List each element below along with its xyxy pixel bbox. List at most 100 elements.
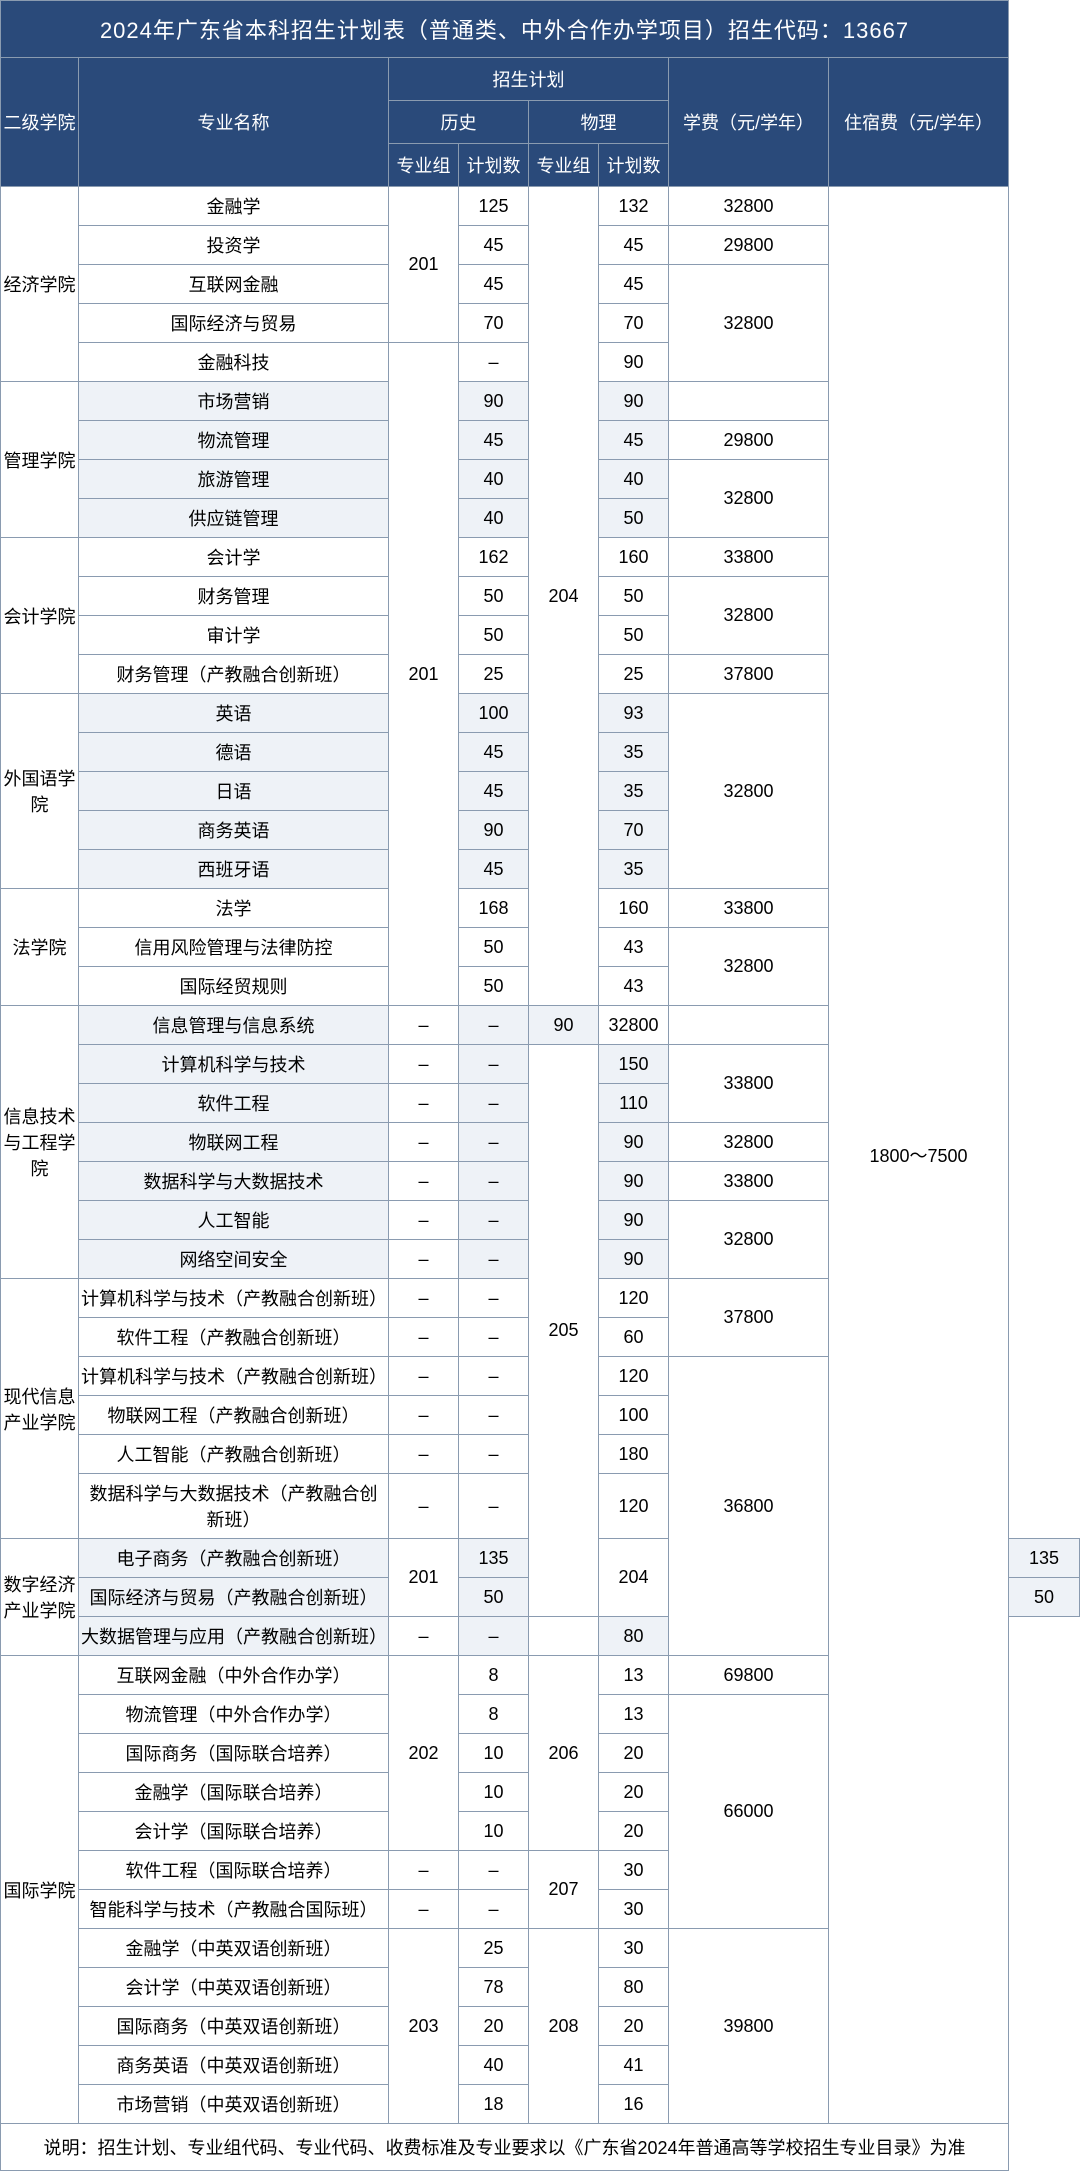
phys-count-cell: 100	[599, 1396, 669, 1435]
college-cell: 经济学院	[1, 187, 79, 382]
phys-count-cell: 150	[599, 1045, 669, 1084]
major-cell: 计算机科学与技术（产教融合创新班）	[79, 1357, 389, 1396]
hist-count-cell: –	[459, 343, 529, 382]
hdr-phys-grp: 专业组	[529, 144, 599, 187]
hist-count-cell: –	[459, 1201, 529, 1240]
phys-count-cell: 13	[599, 1695, 669, 1734]
major-cell: 物流管理（中外合作办学）	[79, 1695, 389, 1734]
hdr-hist-cnt: 计划数	[459, 144, 529, 187]
hist-count-cell: 78	[459, 1968, 529, 2007]
phys-count-cell: 20	[599, 2007, 669, 2046]
major-cell: 软件工程（国际联合培养）	[79, 1851, 389, 1890]
hist-count-cell: 50	[459, 577, 529, 616]
tuition-cell: 39800	[669, 1929, 829, 2124]
hist-count-cell: –	[459, 1045, 529, 1084]
hist-count-cell: 70	[459, 304, 529, 343]
phys-count-cell: 45	[599, 226, 669, 265]
phys-count-cell: 35	[599, 772, 669, 811]
tuition-cell: 32800	[669, 1201, 829, 1279]
major-cell: 数据科学与大数据技术（产教融合创新班）	[79, 1474, 389, 1539]
hist-group-cell: –	[389, 1435, 459, 1474]
phys-group-cell	[529, 1617, 599, 1656]
hist-count-cell: 125	[459, 187, 529, 226]
tuition-cell: 32800	[669, 577, 829, 655]
phys-count-cell: 90	[599, 382, 669, 421]
tuition-cell: 32800	[669, 265, 829, 382]
major-cell: 法学	[79, 889, 389, 928]
major-cell: 审计学	[79, 616, 389, 655]
phys-count-cell: 60	[599, 1318, 669, 1357]
major-cell: 投资学	[79, 226, 389, 265]
hist-count-cell: –	[459, 1240, 529, 1279]
hist-count-cell: –	[459, 1357, 529, 1396]
hist-group-cell: –	[389, 1162, 459, 1201]
hist-count-cell: –	[459, 1474, 529, 1539]
major-cell: 软件工程（产教融合创新班）	[79, 1318, 389, 1357]
tuition-cell: 29800	[669, 421, 829, 460]
hdr-dorm: 住宿费（元/学年）	[829, 58, 1009, 187]
major-cell: 会计学	[79, 538, 389, 577]
dorm-fee-cell: 1800～7500	[829, 187, 1009, 2124]
hdr-tuition: 学费（元/学年）	[669, 58, 829, 187]
hist-group-cell: 202	[389, 1656, 459, 1851]
major-cell: 英语	[79, 694, 389, 733]
major-cell: 西班牙语	[79, 850, 389, 889]
hist-count-cell: 18	[459, 2085, 529, 2124]
major-cell: 人工智能（产教融合创新班）	[79, 1435, 389, 1474]
tuition-cell: 32800	[669, 928, 829, 1006]
major-cell: 数据科学与大数据技术	[79, 1162, 389, 1201]
phys-count-cell: 120	[599, 1279, 669, 1318]
tuition-cell: 69800	[669, 1656, 829, 1695]
hist-count-cell: –	[459, 1396, 529, 1435]
hist-count-cell: 10	[459, 1812, 529, 1851]
table-title: 2024年广东省本科招生计划表（普通类、中外合作办学项目）招生代码：13667	[1, 1, 1009, 58]
hist-count-cell: –	[459, 1279, 529, 1318]
phys-count-cell: 90	[599, 1240, 669, 1279]
phys-count-cell: 180	[599, 1435, 669, 1474]
major-cell: 计算机科学与技术	[79, 1045, 389, 1084]
phys-count-cell: 16	[599, 2085, 669, 2124]
phys-count-cell: 80	[599, 1617, 669, 1656]
phys-count-cell: 132	[599, 187, 669, 226]
phys-count-cell: 13	[599, 1656, 669, 1695]
major-cell: 金融学（国际联合培养）	[79, 1773, 389, 1812]
hdr-hist-grp: 专业组	[389, 144, 459, 187]
phys-count-cell: 80	[599, 1968, 669, 2007]
hist-count-cell: –	[459, 1084, 529, 1123]
college-cell: 管理学院	[1, 382, 79, 538]
phys-count-cell: 160	[599, 538, 669, 577]
major-cell: 物流管理	[79, 421, 389, 460]
hist-count-cell: 8	[459, 1695, 529, 1734]
major-cell: 日语	[79, 772, 389, 811]
phys-count-cell: 43	[599, 967, 669, 1006]
hist-count-cell: 8	[459, 1656, 529, 1695]
phys-count-cell: 90	[529, 1006, 599, 1045]
hist-count-cell: 20	[459, 2007, 529, 2046]
hist-group-cell: –	[389, 1045, 459, 1084]
hist-group-cell: 201	[389, 1539, 459, 1617]
major-cell: 市场营销	[79, 382, 389, 421]
footer-note: 说明：招生计划、专业组代码、专业代码、收费标准及专业要求以《广东省2024年普通…	[1, 2124, 1009, 2171]
phys-count-cell: 45	[599, 265, 669, 304]
hist-group-cell: –	[389, 1396, 459, 1435]
college-cell: 现代信息产业学院	[1, 1279, 79, 1539]
major-cell: 旅游管理	[79, 460, 389, 499]
major-cell: 大数据管理与应用（产教融合创新班）	[79, 1617, 389, 1656]
phys-count-cell: 110	[599, 1084, 669, 1123]
hdr-phys-cnt: 计划数	[599, 144, 669, 187]
major-cell: 互联网金融	[79, 265, 389, 304]
hist-count-cell: 40	[459, 460, 529, 499]
admissions-table: 2024年广东省本科招生计划表（普通类、中外合作办学项目）招生代码：13667 …	[0, 0, 1080, 2171]
hist-group-cell: –	[389, 1357, 459, 1396]
tuition-cell: 66000	[669, 1695, 829, 1929]
college-cell: 外国语学院	[1, 694, 79, 889]
hdr-phys: 物理	[529, 101, 669, 144]
major-cell: 计算机科学与技术（产教融合创新班）	[79, 1279, 389, 1318]
phys-group-cell: 206	[529, 1656, 599, 1851]
major-cell: 人工智能	[79, 1201, 389, 1240]
hist-count-cell: 135	[459, 1539, 529, 1578]
tuition-cell: 33800	[669, 538, 829, 577]
hist-group-cell: –	[389, 1890, 459, 1929]
phys-count-cell: 20	[599, 1773, 669, 1812]
major-cell: 智能科学与技术（产教融合国际班）	[79, 1890, 389, 1929]
